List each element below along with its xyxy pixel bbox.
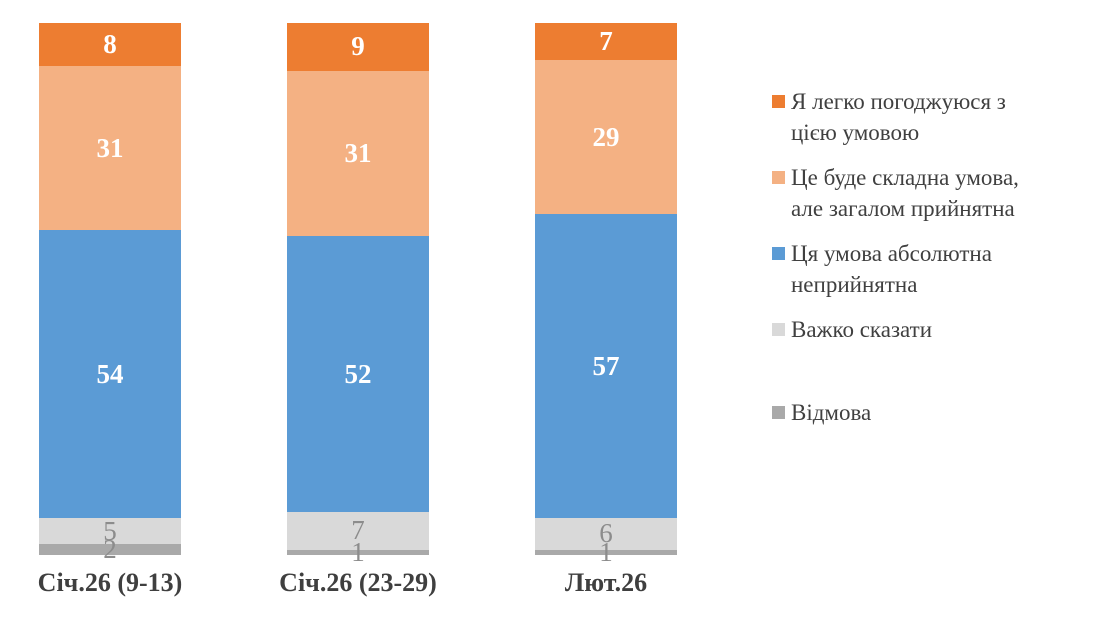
data-label: 8 [103,28,117,59]
data-label: 54 [96,358,124,389]
data-label: 2 [103,534,117,565]
legend-color-swatch-icon [772,247,785,260]
legend-color-swatch-icon [772,323,785,336]
legend-item-label: Відмова [791,400,872,425]
legend-item-label: Я легко погоджуюся з цією умовою [791,89,1006,145]
legend-item: Ця умова абсолютна неприйнятна [772,238,1110,300]
data-label: 7 [351,515,365,546]
legend-color-swatch-icon [772,171,785,184]
legend-color-swatch-icon [772,406,785,419]
chart-legend: Я легко погоджуюся з цією умовою Це буде … [772,86,1110,428]
data-label: 57 [592,350,620,381]
data-label: 1 [351,536,365,567]
bar-segment: 31 [287,70,429,236]
bar-segment: 7 [535,23,677,61]
bar-segment: 5 [39,515,181,546]
bar-segment: 1 [287,538,429,565]
bar-segment: 8 [39,23,181,66]
data-label: 1 [599,536,613,567]
bar-segment: 9 [287,23,429,71]
legend-item: Відмова [772,397,1110,428]
bar-segment: 31 [39,65,181,231]
stacked-bar: 8 31 54 5 2 [39,23,181,563]
legend-item: Це буде складна умова, але загалом прийн… [772,162,1110,224]
legend-item: Важко сказати [772,314,1110,345]
data-label: 9 [351,31,365,62]
bar-segment: 52 [287,235,429,513]
category-label: Січ.26 (9-13) [37,568,183,597]
bar-segment: 1 [535,538,677,565]
bar-segment: 54 [39,230,181,518]
bar-segment: 57 [535,214,677,518]
category-label: Лют.26 [564,568,648,597]
data-label: 5 [103,515,117,546]
data-label: 31 [344,137,372,168]
legend-color-swatch-icon [772,95,785,108]
legend-item: Я легко погоджуюся з цією умовою [772,86,1110,148]
data-label: 31 [96,132,124,163]
bar-segment: 7 [287,512,429,550]
category-label: Січ.26 (23-29) [279,568,437,597]
bar-segment: 29 [535,60,677,215]
data-label: 29 [592,121,620,152]
legend-item-label: Ця умова абсолютна неприйнятна [791,241,992,297]
legend-item-label: Важко сказати [791,317,932,342]
stacked-bar: 9 31 52 7 1 [287,23,429,565]
stacked-bar-plot: 8 31 54 5 2 Січ.26 (9-13) 9 31 52 7 1 Січ.26 (23-29… [37,23,677,597]
data-label: 6 [599,518,613,549]
legend-item-label: Це буде складна умова, але загалом прийн… [791,165,1019,221]
bar-segment: 6 [535,517,677,550]
bar-segment: 2 [39,536,181,563]
data-label: 7 [599,26,613,57]
data-label: 52 [344,358,372,389]
stacked-bar: 7 29 57 6 1 [535,23,677,565]
